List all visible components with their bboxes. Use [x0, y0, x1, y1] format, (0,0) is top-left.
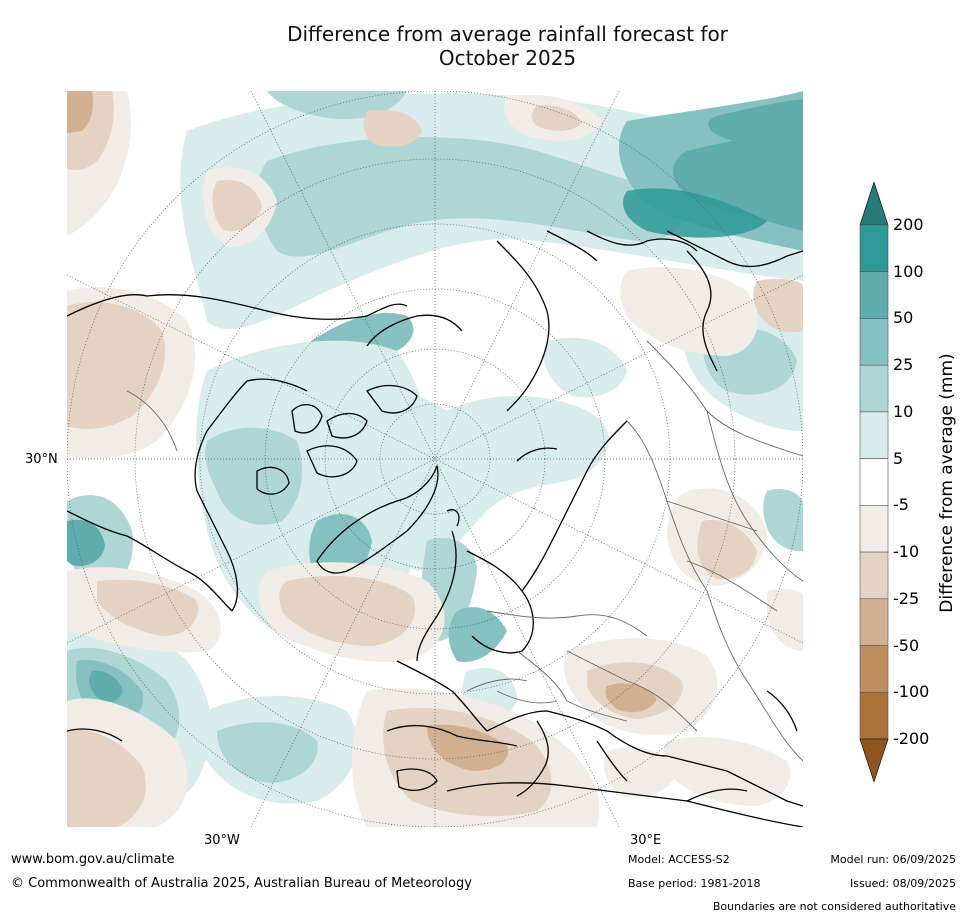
colorbar-tick-label: 50: [893, 308, 914, 328]
map-canvas: [67, 91, 803, 827]
colorbar-swatch: [859, 645, 889, 693]
colorbar-swatch: [859, 364, 889, 413]
colorbar-extend-top: [859, 182, 889, 226]
title-line-2: October 2025: [438, 46, 577, 70]
issued-text: Issued: 08/09/2025: [849, 877, 956, 890]
colorbar-extend-bottom: [859, 738, 889, 782]
colorbar-swatch: [859, 505, 889, 553]
colorbar-swatch: [859, 551, 889, 600]
colorbar-tick-label: -25: [893, 588, 920, 608]
colorbar-tick-label: 25: [893, 355, 914, 375]
colorbar: [859, 182, 889, 782]
colorbar-swatch: [859, 271, 889, 319]
country-boundaries: [126, 340, 803, 762]
colorbar-swatch: [859, 224, 889, 273]
rainfall-map: [67, 91, 803, 827]
colorbar-blocks: [859, 182, 889, 782]
colorbar-tick-label: 10: [893, 401, 914, 421]
colorbar-swatch: [859, 691, 889, 740]
base-period-text: Base period: 1981-2018: [628, 877, 761, 890]
longitude-label-30e: 30°E: [630, 833, 662, 848]
model-text: Model: ACCESS-S2: [628, 853, 730, 866]
colorbar-tick-label: -200: [893, 729, 930, 748]
copyright-text: © Commonwealth of Australia 2025, Austra…: [11, 876, 472, 891]
colorbar-tick-label: -50: [893, 635, 920, 655]
colorbar-tick-label: 200: [893, 215, 924, 234]
graticule: [67, 91, 803, 827]
colorbar-swatch: [859, 318, 889, 366]
colorbar-tick-label: -10: [893, 542, 920, 562]
model-run-text: Model run: 06/09/2025: [830, 853, 956, 866]
colorbar-tick-label: 5: [893, 448, 904, 468]
longitude-label-30w: 30°W: [204, 833, 240, 848]
website-link[interactable]: www.bom.gov.au/climate: [11, 852, 175, 867]
title-line-1: Difference from average rainfall forecas…: [287, 22, 728, 46]
colorbar-tick-label: -100: [893, 682, 930, 702]
disclaimer-text: Boundaries are not considered authoritat…: [712, 900, 956, 913]
colorbar-swatch: [859, 458, 889, 506]
colorbar-swatch: [859, 598, 889, 646]
colorbar-swatch: [859, 411, 889, 459]
chart-title: Difference from average rainfall forecas…: [250, 22, 765, 70]
colorbar-tick-label: -5: [893, 495, 909, 515]
colorbar-title: Difference from average (mm): [937, 353, 957, 613]
coastlines: [67, 230, 803, 827]
latitude-label-30n: 30°N: [25, 452, 58, 467]
colorbar-tick-label: 100: [893, 261, 924, 281]
